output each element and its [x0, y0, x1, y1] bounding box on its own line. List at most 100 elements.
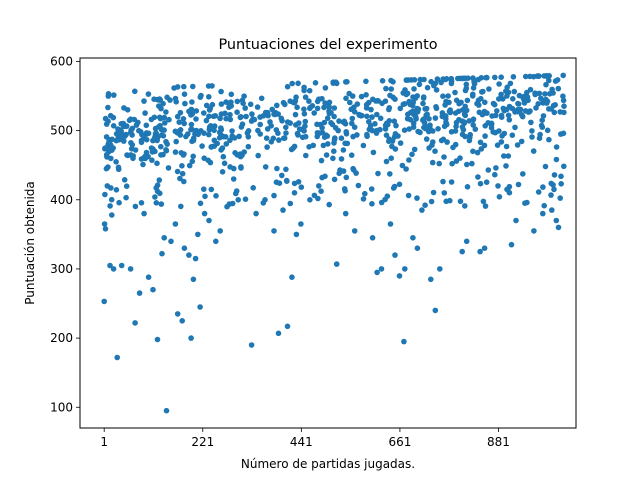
- data-point: [350, 167, 357, 173]
- data-point: [362, 190, 368, 197]
- data-point: [412, 95, 419, 101]
- data-point: [324, 115, 331, 121]
- data-point: [440, 76, 446, 82]
- data-point: [402, 266, 408, 272]
- data-point: [108, 155, 114, 162]
- data-point: [513, 217, 519, 224]
- data-point: [453, 123, 459, 130]
- data-point: [414, 195, 420, 201]
- data-point: [234, 109, 240, 115]
- data-point: [336, 118, 342, 124]
- data-point: [464, 184, 471, 190]
- data-point: [283, 130, 289, 136]
- data-point: [433, 87, 440, 93]
- data-point: [123, 194, 129, 201]
- data-point: [429, 159, 436, 166]
- data-point: [459, 248, 466, 255]
- data-point: [423, 136, 430, 142]
- data-point: [153, 185, 159, 191]
- data-point: [419, 207, 425, 213]
- data-point: [522, 73, 529, 80]
- data-point: [157, 190, 163, 197]
- data-point: [420, 100, 426, 107]
- data-point: [156, 96, 163, 102]
- data-point: [531, 228, 537, 234]
- data-point: [223, 141, 230, 147]
- data-point: [231, 135, 238, 141]
- data-point: [238, 114, 244, 120]
- data-point: [561, 163, 567, 170]
- data-point: [367, 122, 374, 129]
- data-point: [138, 129, 144, 135]
- data-point: [280, 99, 287, 106]
- data-point: [331, 140, 337, 146]
- data-point: [521, 93, 527, 100]
- data-point: [142, 110, 148, 116]
- data-point: [478, 95, 484, 102]
- data-point: [500, 96, 506, 102]
- data-point: [222, 134, 229, 140]
- data-point: [176, 119, 182, 125]
- data-point: [150, 146, 156, 152]
- data-point: [189, 126, 195, 133]
- data-point: [346, 90, 353, 97]
- data-point: [524, 199, 530, 206]
- data-point: [483, 74, 490, 81]
- data-point: [521, 100, 528, 106]
- data-point: [378, 266, 385, 272]
- data-point: [190, 83, 196, 90]
- data-point: [422, 106, 429, 112]
- data-point: [542, 91, 548, 97]
- data-point: [430, 128, 436, 134]
- data-point: [275, 330, 282, 337]
- data-point: [450, 144, 456, 151]
- data-point: [107, 262, 113, 269]
- data-point: [284, 119, 291, 125]
- data-point: [182, 100, 188, 107]
- data-point: [207, 123, 214, 129]
- data-point: [178, 203, 184, 210]
- data-point: [464, 97, 471, 104]
- data-point: [208, 186, 215, 193]
- data-point: [260, 200, 267, 206]
- data-point: [192, 255, 199, 262]
- data-point: [211, 123, 218, 129]
- data-point: [171, 85, 177, 91]
- y-axis-title: Puntuación obtenida: [23, 181, 37, 305]
- data-point: [251, 116, 258, 123]
- data-point: [242, 105, 248, 111]
- data-point: [289, 274, 295, 281]
- data-point: [138, 137, 145, 144]
- data-point: [155, 124, 162, 130]
- data-point: [482, 99, 488, 106]
- data-point: [287, 200, 294, 207]
- data-point: [336, 170, 343, 177]
- data-point: [181, 91, 188, 97]
- data-point: [180, 116, 187, 122]
- data-point: [475, 174, 481, 180]
- data-point: [227, 164, 233, 170]
- data-point: [289, 80, 296, 87]
- data-point: [448, 80, 455, 87]
- data-point: [512, 124, 518, 131]
- data-point: [403, 166, 409, 172]
- data-point: [186, 162, 193, 169]
- data-point: [233, 190, 239, 197]
- plot-frame: [79, 57, 577, 429]
- data-point: [494, 108, 500, 114]
- data-point: [283, 124, 289, 131]
- data-point: [389, 138, 396, 144]
- data-point: [560, 97, 567, 104]
- data-point: [123, 123, 129, 130]
- data-point: [377, 126, 383, 133]
- data-point: [425, 128, 432, 135]
- data-point: [283, 177, 290, 184]
- data-point: [340, 147, 347, 153]
- data-point: [132, 320, 138, 326]
- data-point: [133, 122, 140, 128]
- data-point: [344, 79, 350, 85]
- data-point: [163, 407, 170, 414]
- data-point: [123, 183, 130, 189]
- data-point: [355, 182, 362, 189]
